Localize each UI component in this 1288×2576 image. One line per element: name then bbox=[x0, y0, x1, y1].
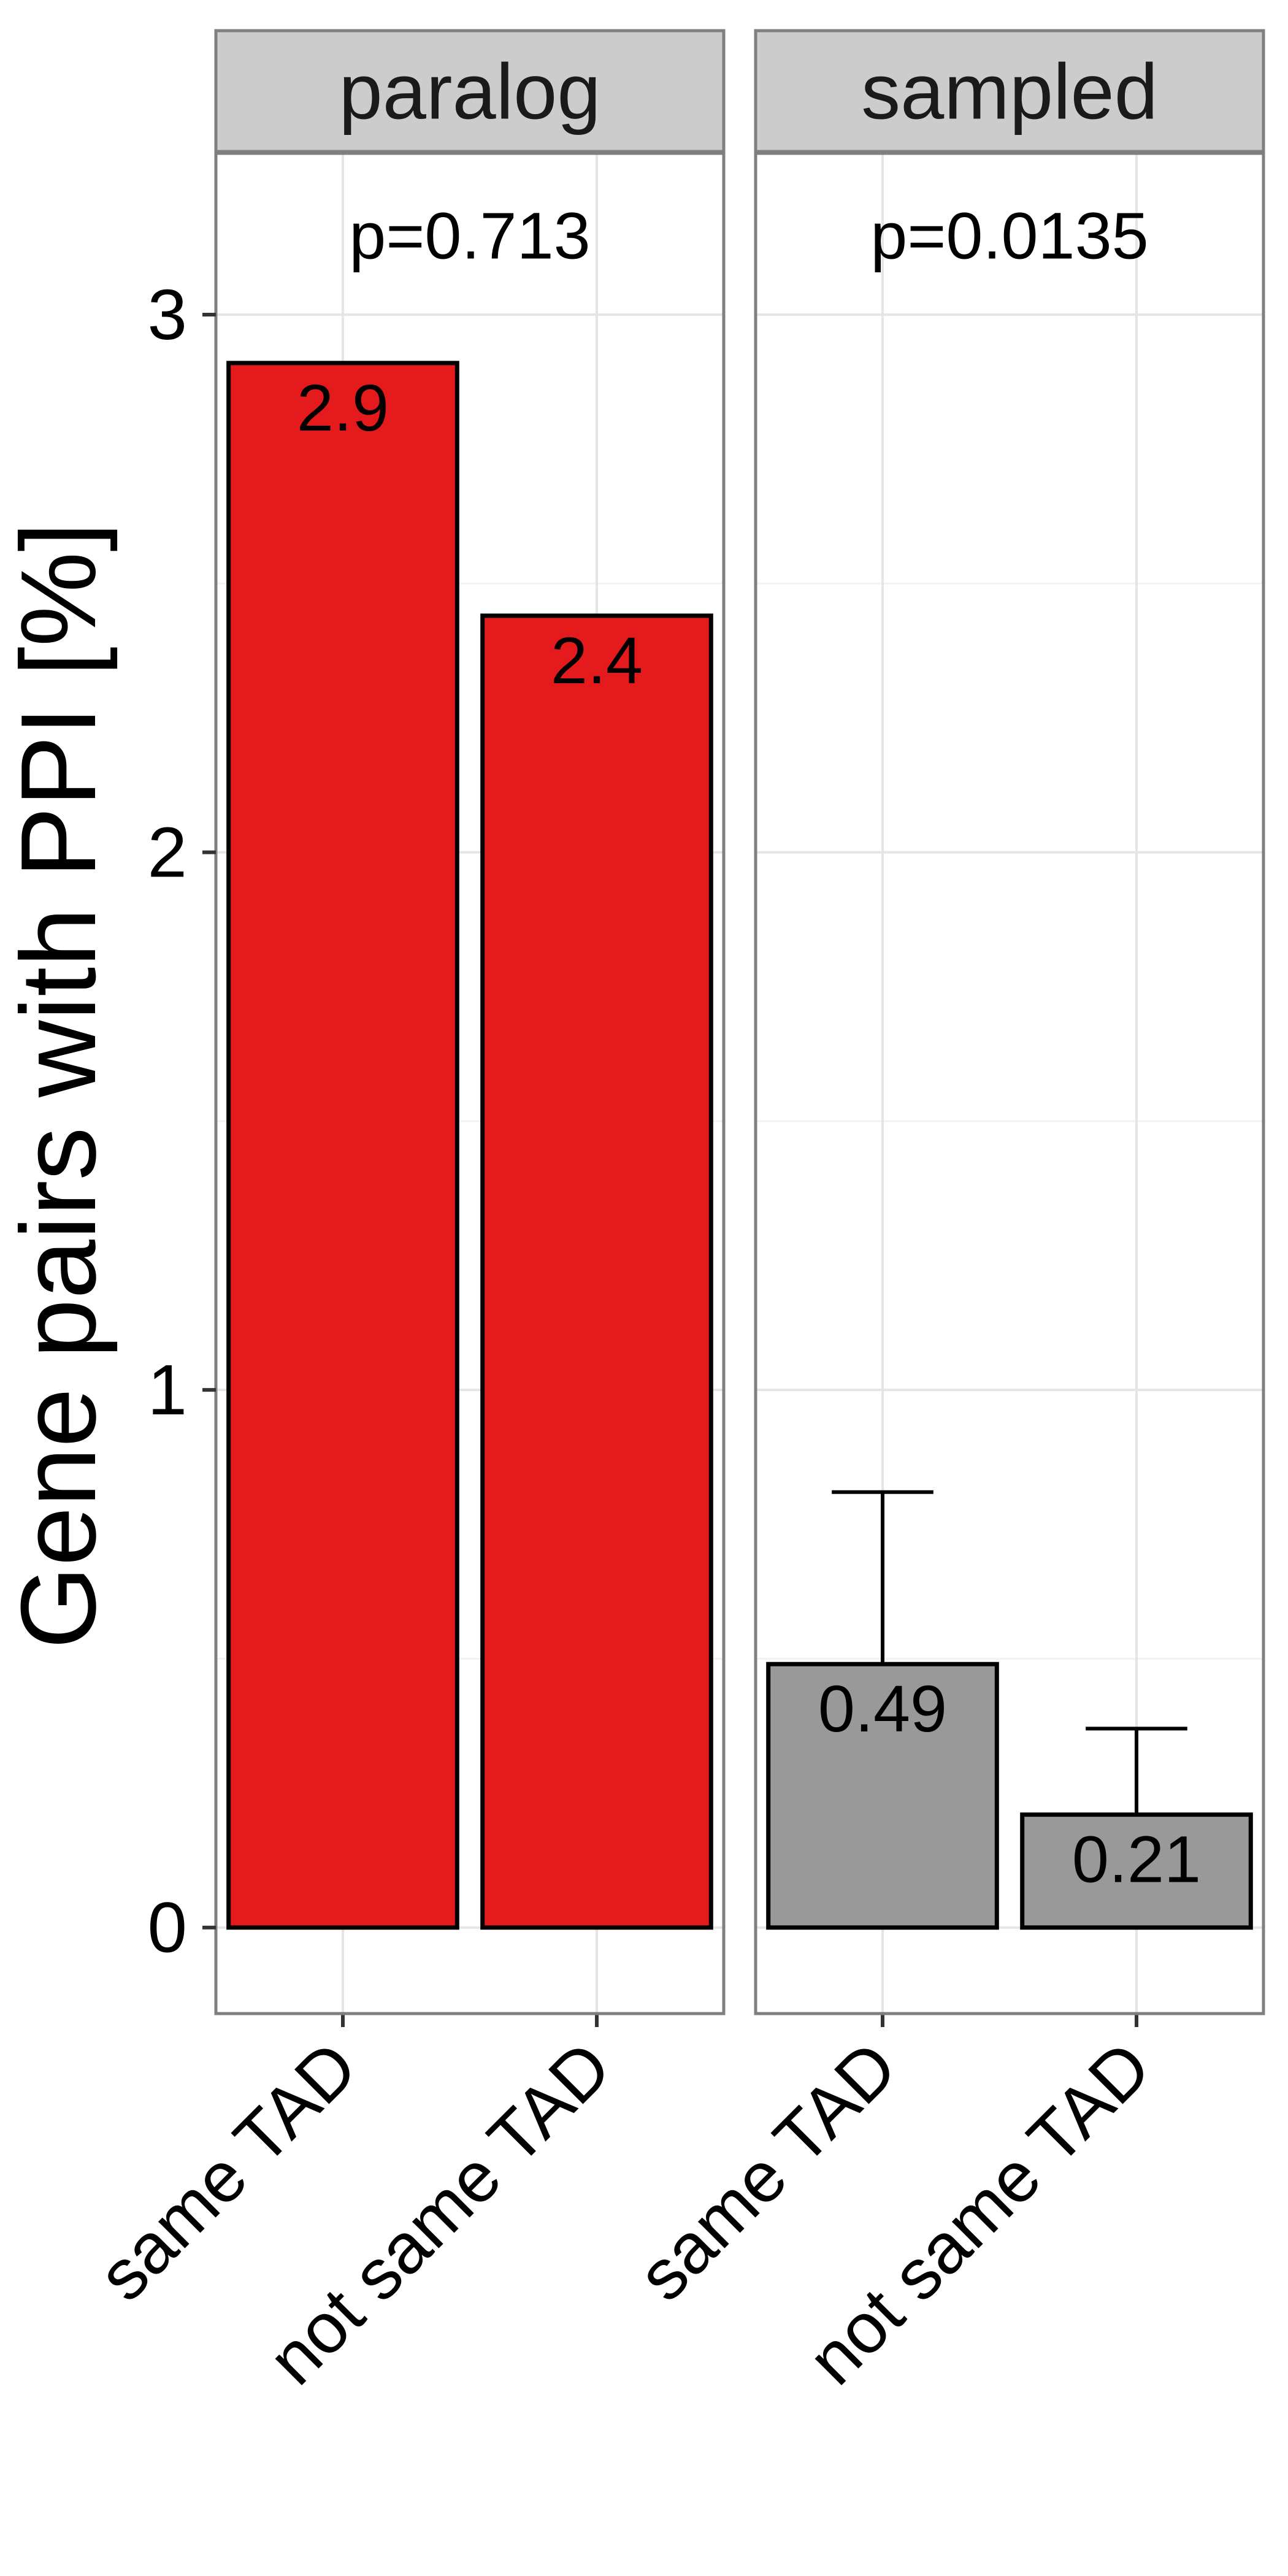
strip-sampled bbox=[754, 29, 1265, 153]
bar-value-label: 0.49 bbox=[818, 1671, 947, 1746]
bar-sampled-1 bbox=[766, 1662, 999, 1930]
strip-paralog bbox=[214, 29, 726, 153]
bar-paralog-2 bbox=[480, 613, 713, 1930]
y-axis-title: Gene pairs with PPI [%] bbox=[0, 522, 118, 1649]
strip-label: sampled bbox=[861, 48, 1158, 136]
p-value-annotation: p=0.713 bbox=[349, 198, 590, 272]
strip-label: paralog bbox=[339, 48, 601, 136]
panel-border bbox=[214, 151, 726, 2015]
bar-value-label: 2.4 bbox=[551, 623, 643, 697]
bar-sampled-2 bbox=[1020, 1812, 1253, 1930]
bar-value-label: 2.9 bbox=[297, 370, 389, 445]
y-axis: 0 1 2 3 bbox=[147, 275, 216, 1968]
y-tick-label: 1 bbox=[147, 1350, 187, 1430]
bar-paralog-1 bbox=[226, 361, 459, 1930]
bar-value-label: 0.21 bbox=[1072, 1822, 1201, 1896]
y-tick-label: 0 bbox=[147, 1888, 187, 1968]
panel-border bbox=[754, 151, 1265, 2015]
p-value-annotation: p=0.0135 bbox=[870, 198, 1148, 272]
y-tick-label: 2 bbox=[147, 813, 187, 892]
y-tick-label: 3 bbox=[147, 275, 187, 355]
